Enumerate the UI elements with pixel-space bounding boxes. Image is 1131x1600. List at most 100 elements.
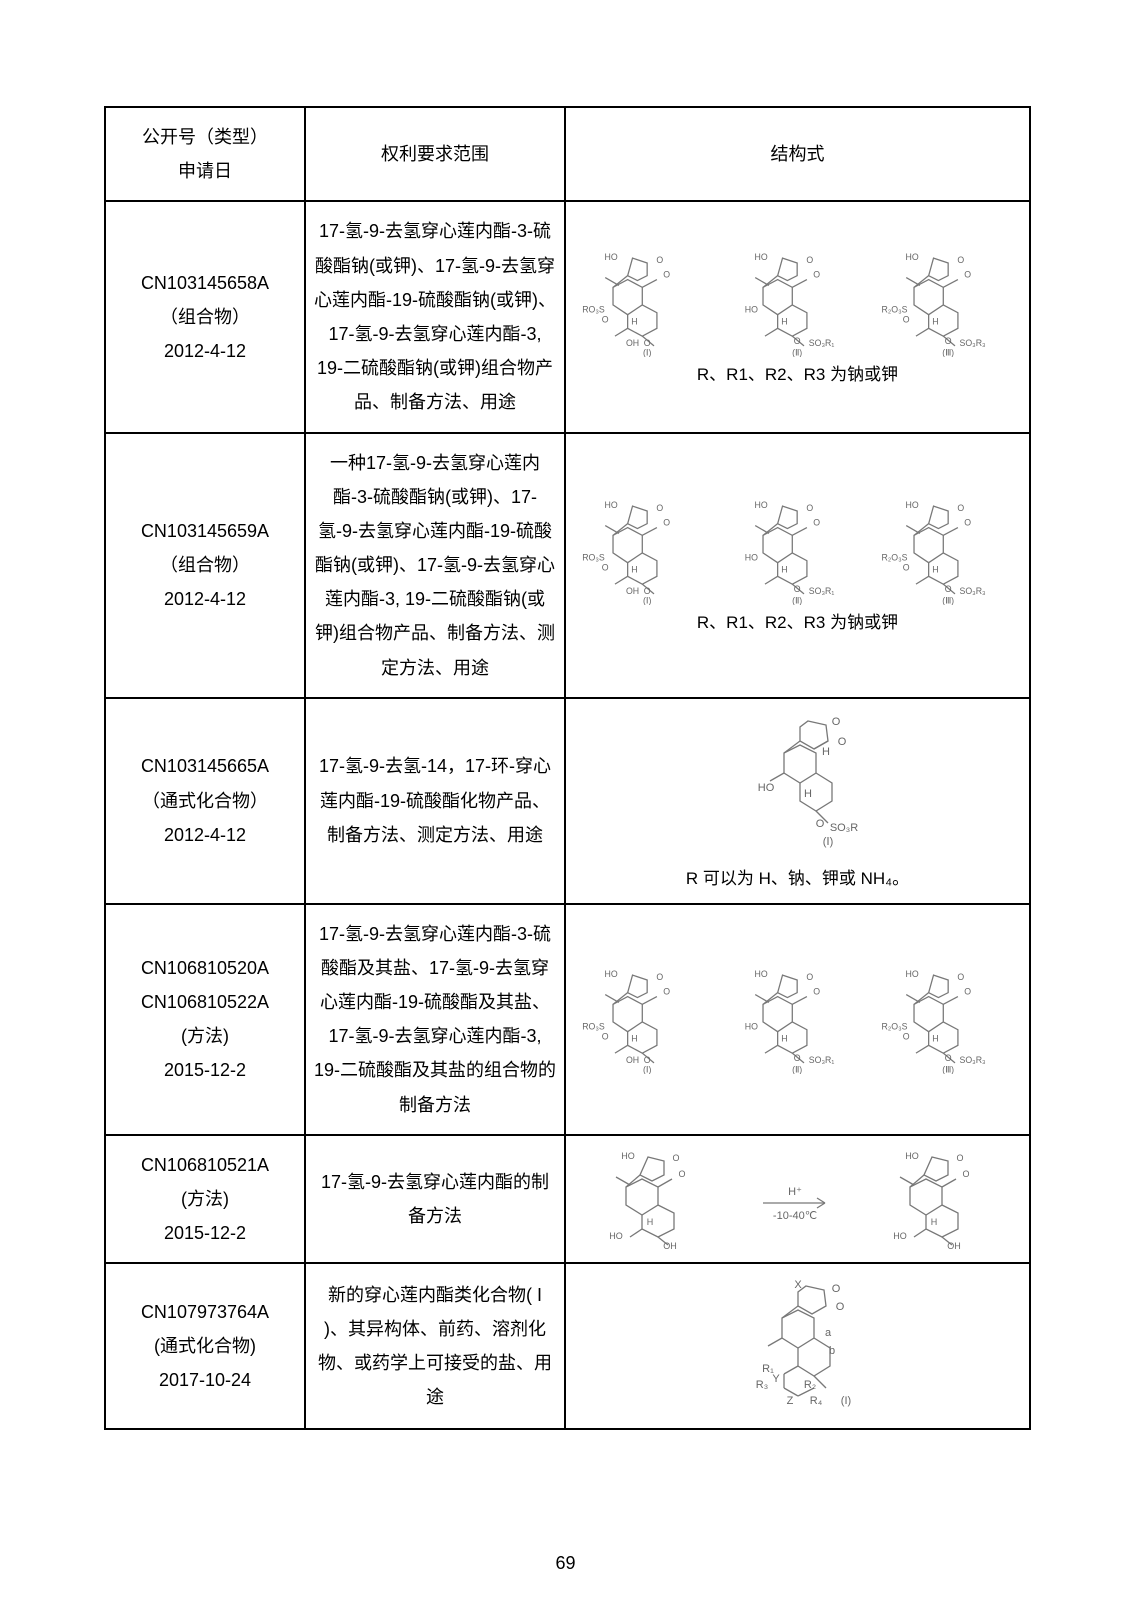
table-row: CN103145659A （组合物） 2012-4-12 一种17-氢-9-去氢… — [105, 433, 1030, 698]
svg-text:HO: HO — [755, 969, 768, 979]
svg-text:(Ⅱ): (Ⅱ) — [792, 1065, 802, 1074]
svg-text:Y: Y — [772, 1373, 780, 1385]
svg-text:O: O — [902, 315, 909, 325]
svg-text:O: O — [807, 255, 814, 265]
svg-text:O: O — [663, 270, 670, 280]
pub-no: CN107973764A — [114, 1295, 296, 1329]
pub-no: CN103145658A — [114, 266, 296, 300]
pub-no: CN103145659A — [114, 514, 296, 548]
svg-text:OH: OH — [626, 338, 639, 348]
svg-text:R₂O₃S: R₂O₃S — [881, 553, 907, 563]
svg-text:O: O — [962, 1169, 969, 1179]
svg-text:O: O — [663, 987, 670, 997]
svg-text:HO: HO — [604, 969, 617, 979]
svg-text:O: O — [807, 503, 814, 513]
cell-pub: CN103145658A （组合物） 2012-4-12 — [105, 201, 305, 432]
cell-struct: HO O O RO₃S O H O OH (Ⅰ) — [565, 201, 1030, 432]
svg-text:O: O — [815, 818, 824, 830]
svg-text:OH: OH — [947, 1241, 961, 1249]
svg-text:R₄: R₄ — [809, 1395, 822, 1407]
svg-text:(Ⅰ): (Ⅰ) — [643, 348, 652, 357]
svg-text:SO₃R₁: SO₃R₁ — [809, 586, 835, 596]
svg-text:O: O — [794, 1053, 801, 1063]
svg-text:(Ⅲ): (Ⅲ) — [942, 348, 954, 357]
svg-text:O: O — [831, 1283, 840, 1295]
cell-struct: HOOO HOH OH H⁺ - — [565, 1135, 1030, 1264]
svg-text:O: O — [964, 270, 971, 280]
struct-triple: HO O O RO₃S O H O OH (Ⅰ) — [574, 247, 1021, 357]
svg-text:O: O — [902, 1032, 909, 1042]
structure-icon: HOOO R₂O₃SO HO SO₃R₃ (Ⅲ) — [875, 964, 1021, 1074]
svg-text:HO: HO — [905, 252, 918, 262]
page-number: 69 — [0, 1553, 1131, 1574]
svg-text:HO: HO — [745, 305, 758, 315]
cell-pub: CN107973764A (通式化合物) 2017-10-24 — [105, 1263, 305, 1429]
svg-text:H: H — [932, 1034, 938, 1044]
svg-text:O: O — [678, 1169, 685, 1179]
svg-text:O: O — [602, 563, 609, 573]
header-pub: 公开号（类型） 申请日 — [105, 107, 305, 201]
table-row: CN106810520A CN106810522A (方法) 2015-12-2… — [105, 904, 1030, 1135]
svg-text:O: O — [944, 336, 951, 346]
struct-reaction: HOOO HOH OH H⁺ - — [574, 1149, 1021, 1249]
svg-text:(Ⅰ): (Ⅰ) — [822, 836, 833, 848]
svg-text:R₂O₃S: R₂O₃S — [881, 1022, 907, 1032]
svg-text:(I): (I) — [840, 1395, 850, 1407]
pub-no2: CN106810522A — [114, 985, 296, 1019]
svg-text:O: O — [794, 336, 801, 346]
svg-text:(Ⅱ): (Ⅱ) — [792, 348, 802, 357]
pub-type: (方法) — [114, 1019, 296, 1053]
structure-icon: HOOO HOH OH — [586, 1149, 726, 1249]
reaction-arrow-icon: H⁺ -10-40℃ — [753, 1149, 843, 1249]
svg-text:O: O — [831, 716, 840, 728]
svg-text:O: O — [672, 1153, 679, 1163]
cell-claim: 17-氢-9-去氢穿心莲内酯-3-硫酸酯及其盐、17-氢-9-去氢穿心莲内酯-1… — [305, 904, 565, 1135]
svg-text:O: O — [957, 503, 964, 513]
pub-date: 2015-12-2 — [114, 1053, 296, 1087]
struct-note: R、R1、R2、R3 为钠或钾 — [574, 363, 1021, 387]
svg-text:OH: OH — [663, 1241, 677, 1249]
cell-pub: CN103145665A （通式化合物） 2012-4-12 — [105, 698, 305, 904]
pub-type: (通式化合物) — [114, 1329, 296, 1363]
svg-text:O: O — [956, 1153, 963, 1163]
svg-text:H: H — [782, 1034, 788, 1044]
svg-text:O: O — [814, 987, 821, 997]
svg-text:H: H — [930, 1217, 937, 1227]
header-pub-line1: 公开号（类型） — [142, 127, 268, 147]
svg-text:OH: OH — [626, 586, 639, 596]
svg-text:HO: HO — [893, 1231, 907, 1241]
pub-no: CN103145665A — [114, 749, 296, 783]
structure-icon: HOOO R₂O₃SO HO SO₃R₃ (Ⅲ) — [875, 495, 1021, 605]
pub-type: （通式化合物） — [114, 784, 296, 818]
svg-text:O: O — [814, 518, 821, 528]
svg-text:SO₃R: SO₃R — [829, 822, 857, 834]
svg-text:O: O — [814, 270, 821, 280]
svg-text:Z: Z — [786, 1395, 793, 1407]
structure-icon: HOOO HO HO SO₃R₁ (Ⅱ) — [724, 964, 870, 1074]
cell-claim: 新的穿心莲内酯类化合物( I )、其异构体、前药、溶剂化物、或药学上可接受的盐、… — [305, 1263, 565, 1429]
svg-text:HO: HO — [755, 500, 768, 510]
svg-text:O: O — [837, 736, 846, 748]
svg-text:O: O — [902, 563, 909, 573]
cell-claim: 17-氢-9-去氢穿心莲内酯的制备方法 — [305, 1135, 565, 1264]
svg-text:(Ⅰ): (Ⅰ) — [643, 1065, 652, 1074]
pub-date: 2012-4-12 — [114, 582, 296, 616]
header-pub-line2: 申请日 — [178, 161, 232, 181]
svg-text:HO: HO — [745, 553, 758, 563]
svg-text:OH: OH — [626, 1055, 639, 1065]
svg-text:R₃: R₃ — [755, 1379, 767, 1391]
svg-text:O: O — [656, 255, 663, 265]
pub-no: CN106810520A — [114, 951, 296, 985]
pub-type: （组合物） — [114, 300, 296, 334]
svg-text:O: O — [944, 1053, 951, 1063]
pub-date: 2017-10-24 — [114, 1363, 296, 1397]
svg-text:H: H — [932, 316, 938, 326]
svg-text:O: O — [964, 518, 971, 528]
svg-text:a: a — [824, 1327, 831, 1339]
svg-text:b: b — [828, 1345, 834, 1357]
pub-type: (方法) — [114, 1182, 296, 1216]
svg-text:H: H — [782, 565, 788, 575]
svg-text:R₂: R₂ — [803, 1379, 815, 1391]
svg-text:H: H — [782, 316, 788, 326]
svg-text:O: O — [835, 1301, 844, 1313]
